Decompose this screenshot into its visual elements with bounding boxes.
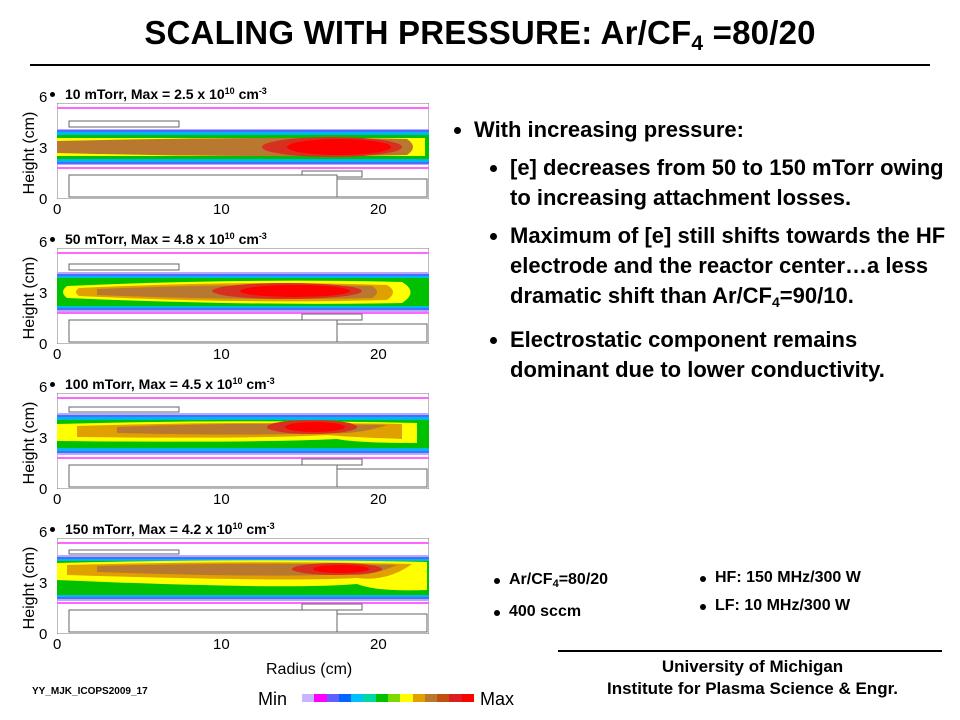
panel-caption: 100 mTorr, Max = 4.5 x 1010 cm-3 — [50, 376, 275, 392]
x-tick-label: 20 — [370, 201, 387, 218]
bullet-icon — [50, 381, 55, 387]
colorbar-swatch — [375, 694, 388, 702]
x-tick-label: 10 — [213, 636, 230, 653]
bullet-icon — [700, 604, 706, 610]
colorbar-min-label: Min — [258, 689, 288, 709]
x-tick-label: 10 — [213, 201, 230, 218]
bullet-icon — [454, 127, 461, 134]
lf-power: LF: 10 MHz/300 W — [700, 592, 861, 620]
colorbar-swatch — [387, 694, 401, 702]
y-tick-label: 3 — [39, 430, 48, 447]
x-tick-label: 0 — [53, 491, 62, 508]
y-tick-label: 0 — [39, 191, 48, 208]
y-tick-label: 6 — [39, 379, 48, 396]
panel-caption: 50 mTorr, Max = 4.8 x 1010 cm-3 — [50, 231, 267, 247]
bullet-item: Maximum of [e] still shifts towards the … — [452, 221, 947, 317]
y-axis-label: Height (cm) — [21, 401, 38, 485]
colorbar-swatch — [326, 694, 339, 702]
y-tick-label: 3 — [39, 285, 48, 302]
x-tick-label: 0 — [53, 201, 62, 218]
bullet-icon — [490, 233, 497, 240]
y-tick-label: 6 — [39, 524, 48, 541]
bullet-icon — [50, 236, 55, 242]
x-tick-label: 20 — [370, 491, 387, 508]
university-name: University of Michigan — [661, 657, 844, 676]
contour-plot — [57, 393, 429, 489]
colorbar-swatch — [302, 694, 315, 702]
institution: University of Michigan Institute for Pla… — [555, 656, 950, 700]
colorbar-swatch — [400, 694, 413, 702]
bullet-list: With increasing pressure: [e] decreases … — [452, 115, 947, 393]
x-tick-label: 10 — [213, 346, 230, 363]
slide-id: YY_MJK_ICOPS2009_17 — [32, 686, 148, 697]
panel-caption: 150 mTorr, Max = 4.2 x 1010 cm-3 — [50, 521, 275, 537]
y-axis-label: Height (cm) — [21, 256, 38, 340]
y-axis-label: Height (cm) — [21, 111, 38, 195]
colorbar-swatch — [437, 694, 450, 702]
gas-mixture: Ar/CF4=80/20 — [494, 566, 608, 598]
bullet-icon — [700, 576, 706, 582]
colorbar-swatch — [449, 694, 462, 702]
footer-divider — [558, 650, 942, 652]
x-tick-label: 20 — [370, 636, 387, 653]
x-axis-label: Radius (cm) — [266, 661, 353, 678]
hf-power: HF: 150 MHz/300 W — [700, 564, 861, 592]
density-panel-50mtorr: 50 mTorr, Max = 4.8 x 1010 cm-3 Height (… — [15, 231, 430, 376]
power-conditions: HF: 150 MHz/300 W LF: 10 MHz/300 W — [700, 564, 861, 620]
y-tick-label: 6 — [39, 234, 48, 251]
panel-caption: 10 mTorr, Max = 2.5 x 1010 cm-3 — [50, 86, 267, 102]
colorbar-swatch — [338, 694, 352, 702]
density-panel-100mtorr: 100 mTorr, Max = 4.5 x 1010 cm-3 Height … — [15, 376, 430, 521]
contour-plot — [57, 248, 429, 344]
density-panel-150mtorr: 150 mTorr, Max = 4.2 x 1010 cm-3 Height … — [15, 521, 430, 666]
y-tick-label: 0 — [39, 481, 48, 498]
colorbar-swatch — [412, 694, 425, 702]
bullet-item: With increasing pressure: — [452, 115, 947, 145]
institute-name: Institute for Plasma Science & Engr. — [607, 679, 898, 698]
colorbar-swatch — [461, 694, 474, 702]
bullet-icon — [490, 337, 497, 344]
title-divider — [30, 64, 930, 66]
bullet-icon — [490, 165, 497, 172]
y-tick-label: 6 — [39, 89, 48, 106]
y-tick-label: 0 — [39, 626, 48, 643]
x-tick-label: 20 — [370, 346, 387, 363]
colorbar-swatch — [351, 694, 364, 702]
x-tick-label: 10 — [213, 491, 230, 508]
slide-title: SCALING WITH PRESSURE: Ar/CF4 =80/20 — [144, 14, 816, 55]
bullet-icon — [494, 578, 500, 584]
colorbar-max-label: Max — [480, 689, 515, 709]
x-tick-label: 0 — [53, 636, 62, 653]
gas-conditions: Ar/CF4=80/20 400 sccm — [494, 566, 608, 626]
colorbar-strip — [302, 694, 474, 702]
density-panel-10mtorr: 10 mTorr, Max = 2.5 x 1010 cm-3 Height (… — [15, 86, 430, 231]
bullet-icon — [50, 91, 55, 97]
bullet-icon — [50, 526, 55, 532]
gas-flow: 400 sccm — [494, 598, 608, 626]
y-tick-label: 3 — [39, 140, 48, 157]
bullet-icon — [494, 610, 500, 616]
bullet-item: Electrostatic component remains dominant… — [452, 325, 947, 385]
colorbar-swatch — [314, 694, 327, 702]
y-axis-label: Height (cm) — [21, 546, 38, 630]
colorbar-swatch — [363, 694, 376, 702]
contour-plot — [57, 538, 429, 634]
y-tick-label: 3 — [39, 575, 48, 592]
y-tick-label: 0 — [39, 336, 48, 353]
contour-plot — [57, 103, 429, 199]
bullet-item: [e] decreases from 50 to 150 mTorr owing… — [452, 153, 947, 213]
colorbar-swatch — [424, 694, 438, 702]
x-tick-label: 0 — [53, 346, 62, 363]
